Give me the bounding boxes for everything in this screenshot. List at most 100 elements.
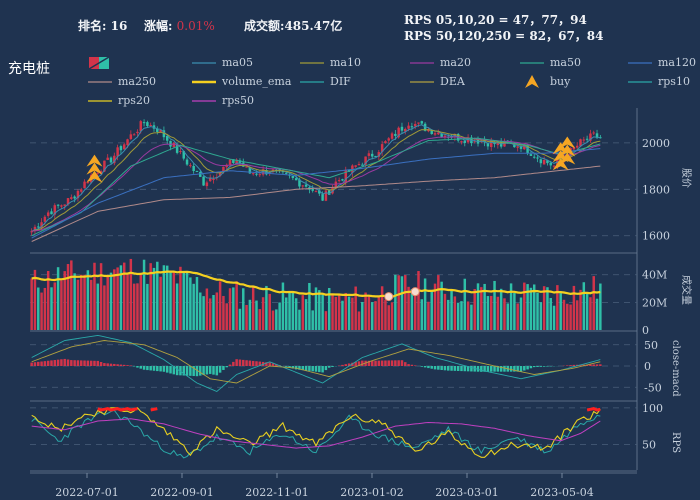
legend-swatch [192,100,216,102]
macd-histogram-bar [96,360,100,366]
legend-label: ma250 [118,75,156,88]
volume-bar [261,297,265,330]
rps10-line [31,409,601,459]
legend-swatch [520,62,544,64]
volume-bar [364,292,367,330]
buy-signal-arrow [559,136,576,149]
macd-tick-label: -50 [644,381,662,394]
macd-histogram-bar [380,360,384,366]
macd-histogram-bar [218,366,222,373]
candle-body [417,122,420,124]
candle-body [218,171,222,176]
candle-body [592,132,595,134]
macd-histogram-bar [195,366,199,377]
macd-histogram-bar [354,362,357,366]
macd-histogram-bar [341,364,344,366]
volume-bar [172,271,176,330]
volume-bar [420,299,424,330]
volume-bar [30,278,33,330]
candle-body [546,160,549,164]
buy-signal-arrow [559,152,576,165]
candle-body [142,122,146,124]
legend-swatch [300,81,324,83]
macd-histogram-bar [165,366,169,373]
volume-bar [60,280,63,330]
volume-bar [99,263,103,330]
macd-histogram-bar [179,366,182,376]
dea-line [31,340,601,384]
candle-body [116,147,119,157]
candle-body [539,159,543,164]
rps-highlight [150,407,158,412]
candle-body [43,216,47,222]
volume-bar [268,293,271,330]
candle-body [529,154,533,156]
volume-bar [575,300,579,330]
volume-marker [384,292,394,302]
macd-histogram-bar [182,366,185,376]
candle-body [185,159,189,165]
volume-bar [470,304,473,330]
macd-histogram-bar [361,360,364,366]
macd-histogram-bar [80,360,83,366]
rps-tick-label: 100 [642,402,663,415]
volume-bar [195,276,199,330]
candle-body [321,194,324,201]
macd-tick-label: 0 [644,360,651,373]
macd-histogram-bar [413,365,417,366]
price-axis-label: 股价 [680,168,692,188]
macd-histogram-bar [116,364,119,366]
macd-histogram-bar [589,364,592,366]
candle-body [489,140,493,148]
legend-label: DIF [330,75,351,88]
candle-body [516,146,519,148]
volume-bar [367,294,371,330]
volume-tick-label: 40M [642,269,667,282]
volume-bar [417,271,420,330]
volume-bar [453,296,457,330]
legend-label: ma50 [550,56,581,69]
macd-histogram-bar [132,366,136,367]
volume-bar [301,295,305,330]
volume-bar [516,303,519,330]
volume-bar [407,286,410,330]
volume-bar [83,274,86,330]
macd-histogram-bar [248,360,252,366]
volume-bar [519,297,523,330]
volume-bar [542,286,546,330]
volume-bar [228,288,232,330]
macd-histogram-bar [265,362,268,366]
volume-bar [242,288,245,330]
volume-bar [585,292,589,330]
volume-bar [536,292,539,330]
legend-label: ma10 [330,56,361,69]
volume-bar [56,267,60,330]
candle-body [585,138,589,140]
macd-histogram-bar [453,366,457,371]
candle-body [109,157,113,163]
macd-histogram-bar [493,366,496,372]
candle-body [291,175,295,178]
candle-body [285,172,288,174]
candle-body [149,125,152,127]
legend-label: buy [550,75,571,88]
candle-body [384,141,387,144]
candle-body [344,169,347,182]
volume-bar [486,296,490,330]
volume-bar [483,283,486,330]
macd-histogram-bar [255,361,258,366]
change-label: 涨幅: 0.01% [144,19,215,33]
macd-histogram-bar [592,364,595,366]
volume-bar [552,305,556,330]
volume-bar [321,294,324,330]
volume-bar [476,283,480,330]
volume-bar [582,282,586,330]
volume-bar [341,300,344,330]
macd-histogram-bar [103,363,106,366]
macd-histogram-bar [542,366,546,367]
candle-body [119,146,123,151]
macd-histogram-bar [122,364,126,366]
ma20-line [31,136,601,232]
buy-signal-arrow [86,170,103,183]
